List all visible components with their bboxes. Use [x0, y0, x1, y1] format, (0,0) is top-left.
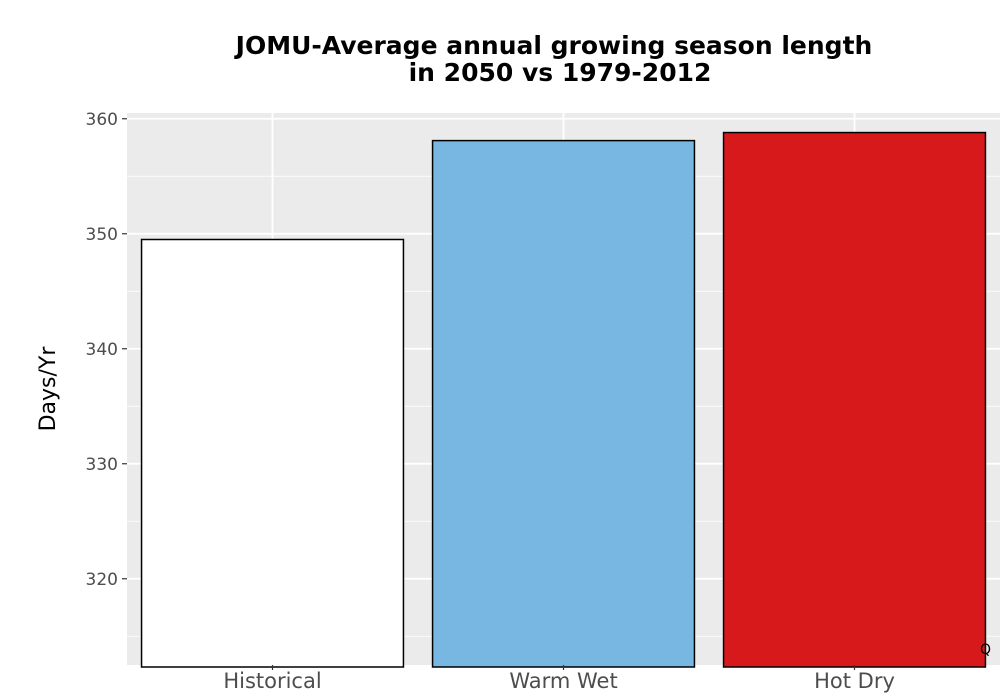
y-axis-title: Days/Yr — [36, 346, 61, 432]
y-tick-label: 330 — [86, 455, 118, 475]
x-axis-ticks: Historical Warm Wet Hot Dry — [223, 665, 895, 693]
chart-title-line-2: in 2050 vs 1979-2012 — [409, 58, 712, 87]
y-tick-label: 340 — [86, 340, 118, 360]
chart-title-line-1: JOMU-Average annual growing season lengt… — [234, 31, 873, 60]
bar-historical — [140, 238, 405, 668]
x-tick-label: Historical — [223, 669, 321, 693]
corner-note: Q — [980, 642, 991, 658]
y-tick-label: 320 — [86, 570, 118, 590]
bar-warm-wet — [431, 139, 696, 668]
bar-hot-dry — [722, 131, 987, 668]
y-axis-ticks: 320 330 340 350 360 — [86, 110, 127, 590]
x-tick-label: Hot Dry — [814, 669, 895, 693]
bars — [140, 131, 987, 668]
y-tick-label: 350 — [86, 225, 118, 245]
y-tick-label: 360 — [86, 110, 118, 130]
x-tick-label: Warm Wet — [509, 669, 617, 693]
